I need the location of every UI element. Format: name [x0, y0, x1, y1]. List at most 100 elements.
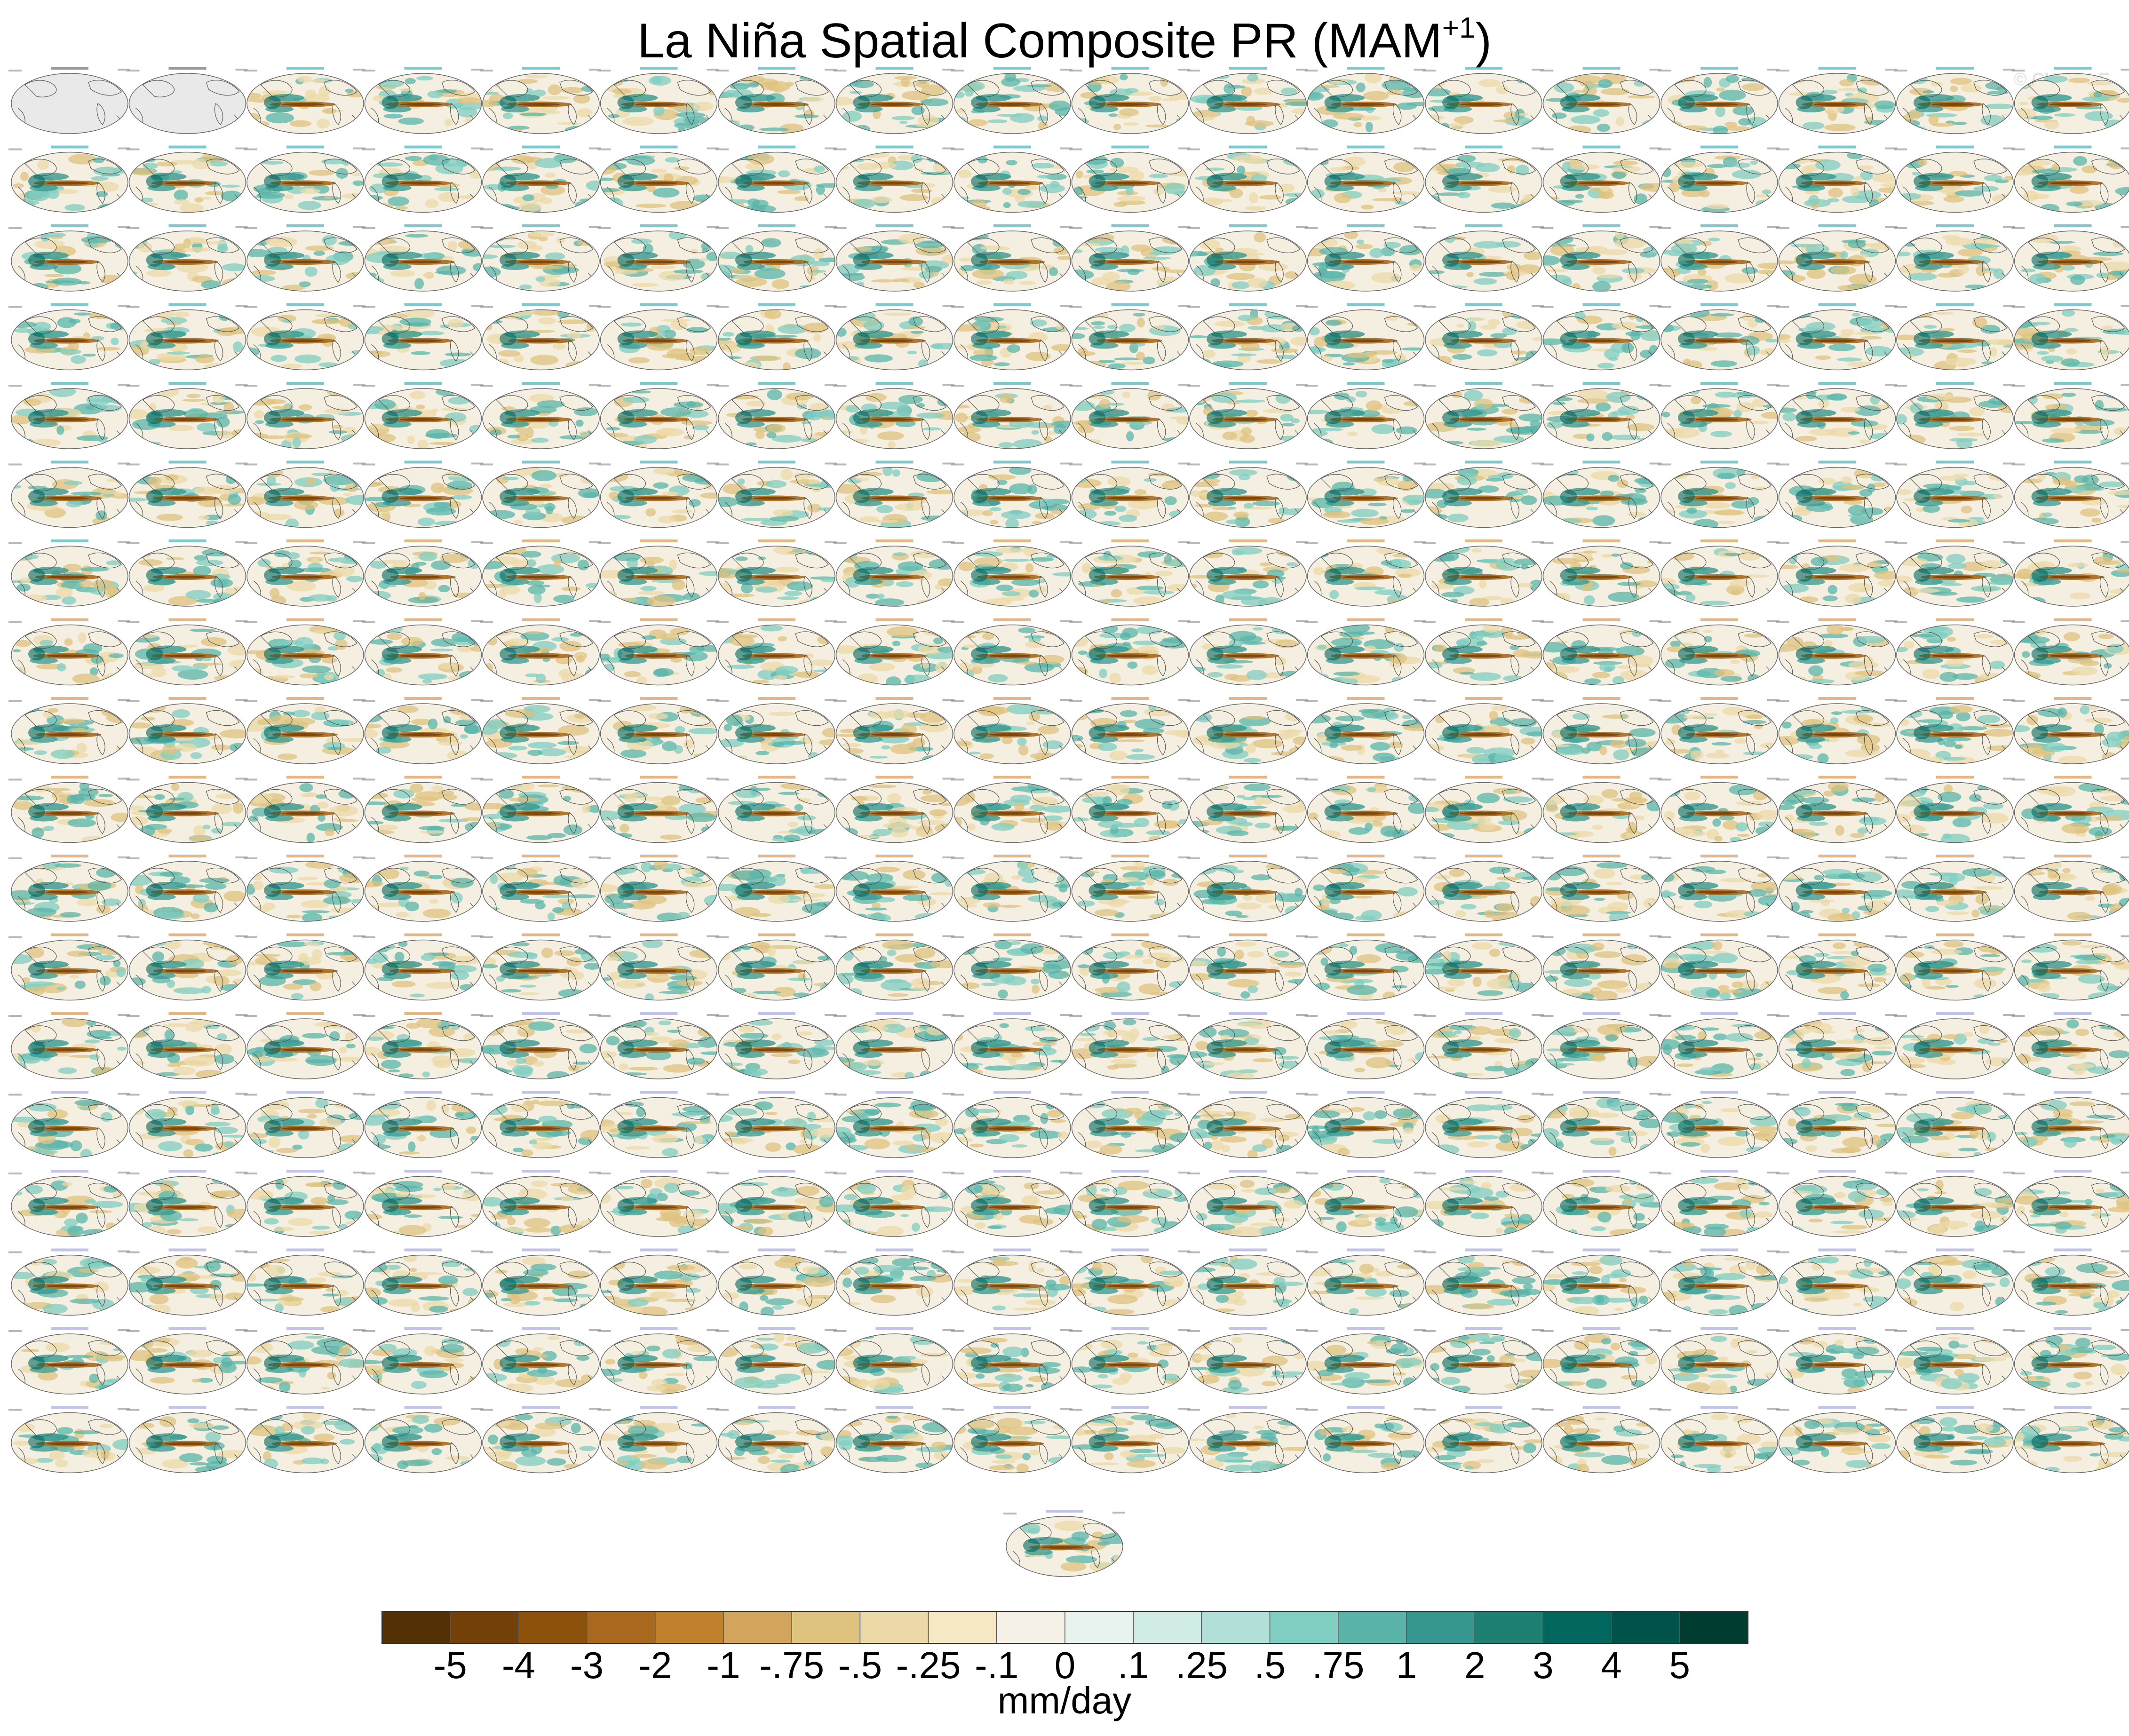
panel-side-label — [1894, 148, 1907, 151]
panel-side-label — [715, 148, 729, 151]
panel-side-label — [597, 227, 611, 229]
colorbar-tick-label: -.5 — [838, 1644, 882, 1686]
panel-side-label — [1178, 384, 1191, 386]
panel-label — [1465, 1091, 1502, 1094]
panel-label — [1465, 67, 1502, 70]
panel-side-label — [353, 462, 365, 465]
panel-side-label — [1296, 777, 1308, 780]
panel-side-label — [362, 1409, 375, 1411]
panel-side-label — [118, 541, 130, 543]
panel-side-label — [2121, 69, 2129, 71]
panel-side-label — [244, 148, 257, 151]
panel-label — [758, 460, 795, 464]
panel-side-label — [126, 148, 140, 151]
panel-side-label — [1304, 306, 1318, 308]
panel-side-label — [1532, 384, 1544, 386]
panel-side-label — [2003, 462, 2015, 465]
composite-map-panel — [715, 1170, 837, 1237]
panel-side-label — [2003, 541, 2015, 543]
composite-map-panel — [480, 618, 601, 686]
panel-side-label — [1649, 462, 1662, 465]
panel-side-label — [353, 777, 365, 780]
panel-side-label — [362, 385, 375, 387]
composite-map-panel — [1187, 1406, 1308, 1474]
panel-side-label — [825, 69, 837, 71]
panel-side-label — [362, 1330, 375, 1332]
composite-map-panel — [1540, 145, 1662, 213]
composite-map-panel — [1776, 539, 1898, 607]
panel-label — [1347, 1406, 1385, 1409]
composite-map-panel — [1658, 776, 1779, 843]
panel-label — [168, 1327, 207, 1330]
panel-side-label — [1776, 385, 1789, 387]
panel-side-label — [2003, 1093, 2015, 1095]
panel-side-label — [1187, 385, 1200, 387]
composite-map-panel — [1422, 1012, 1544, 1079]
panel-side-label — [1178, 305, 1191, 307]
panel-label — [1582, 776, 1621, 779]
colorbar-swatch — [859, 1611, 929, 1644]
panel-label — [2054, 776, 2092, 779]
panel-side-label — [942, 384, 955, 386]
panel-side-label — [1658, 857, 1671, 859]
panel-side-label — [1178, 462, 1191, 465]
composite-map-panel — [1776, 1248, 1898, 1316]
panel-label — [1465, 460, 1502, 464]
panel-label — [1111, 776, 1149, 779]
panel-side-label — [126, 70, 140, 71]
panel-side-label — [2011, 936, 2025, 938]
panel-side-label — [1767, 541, 1779, 543]
panel-side-label — [126, 621, 140, 623]
panel-side-label — [8, 306, 22, 308]
panel-side-label — [1187, 778, 1200, 781]
panel-side-label — [1069, 700, 1082, 702]
panel-side-label — [1540, 148, 1554, 151]
panel-side-label — [2003, 305, 2015, 307]
panel-side-label — [1885, 1329, 1898, 1331]
panel-side-label — [244, 621, 257, 623]
panel-label — [2054, 303, 2092, 306]
panel-side-label — [1532, 856, 1544, 858]
panel-label — [1936, 145, 1974, 149]
panel-label — [993, 1170, 1031, 1173]
panel-side-label — [1767, 384, 1779, 386]
panel-side-label — [2011, 1330, 2025, 1332]
panel-side-label — [118, 1329, 130, 1331]
panel-side-label — [1178, 1093, 1191, 1095]
panel-side-label — [1069, 148, 1082, 151]
composite-map-panel — [1540, 697, 1662, 764]
panel-label — [993, 224, 1031, 227]
panel-side-label — [1060, 1329, 1072, 1331]
panel-label — [1347, 1248, 1385, 1252]
panel-side-label — [8, 70, 22, 71]
panel-side-label — [589, 1172, 601, 1173]
panel-label — [993, 776, 1031, 779]
panel-side-label — [126, 1173, 140, 1174]
panel-side-label — [353, 226, 365, 228]
panel-side-label — [1003, 1513, 1017, 1514]
panel-side-label — [715, 1409, 729, 1411]
panel-side-label — [597, 385, 611, 387]
panel-side-label — [589, 384, 601, 386]
composite-map-panel — [1069, 1091, 1191, 1158]
panel-side-label — [715, 542, 729, 544]
panel-side-label — [589, 1014, 601, 1016]
panel-side-label — [1414, 1329, 1426, 1331]
colorbar-swatch — [450, 1611, 519, 1644]
panel-side-label — [589, 226, 601, 228]
panel-side-label — [1649, 226, 1662, 228]
panel-label — [758, 539, 795, 542]
panel-label — [51, 224, 88, 227]
panel-side-label — [589, 69, 601, 71]
colorbar-swatch — [1201, 1611, 1271, 1644]
composite-map-panel — [1187, 1327, 1308, 1395]
panel-side-label — [1532, 1408, 1544, 1410]
panel-side-label — [1649, 1329, 1662, 1331]
panel-label — [286, 1406, 324, 1409]
panel-label — [640, 1012, 678, 1015]
composite-map-panel — [1894, 776, 2015, 843]
panel-label — [758, 1327, 795, 1330]
panel-side-label — [362, 463, 375, 466]
composite-map-panel — [2011, 1406, 2129, 1474]
colorbar-tick-label: -1 — [707, 1644, 740, 1686]
